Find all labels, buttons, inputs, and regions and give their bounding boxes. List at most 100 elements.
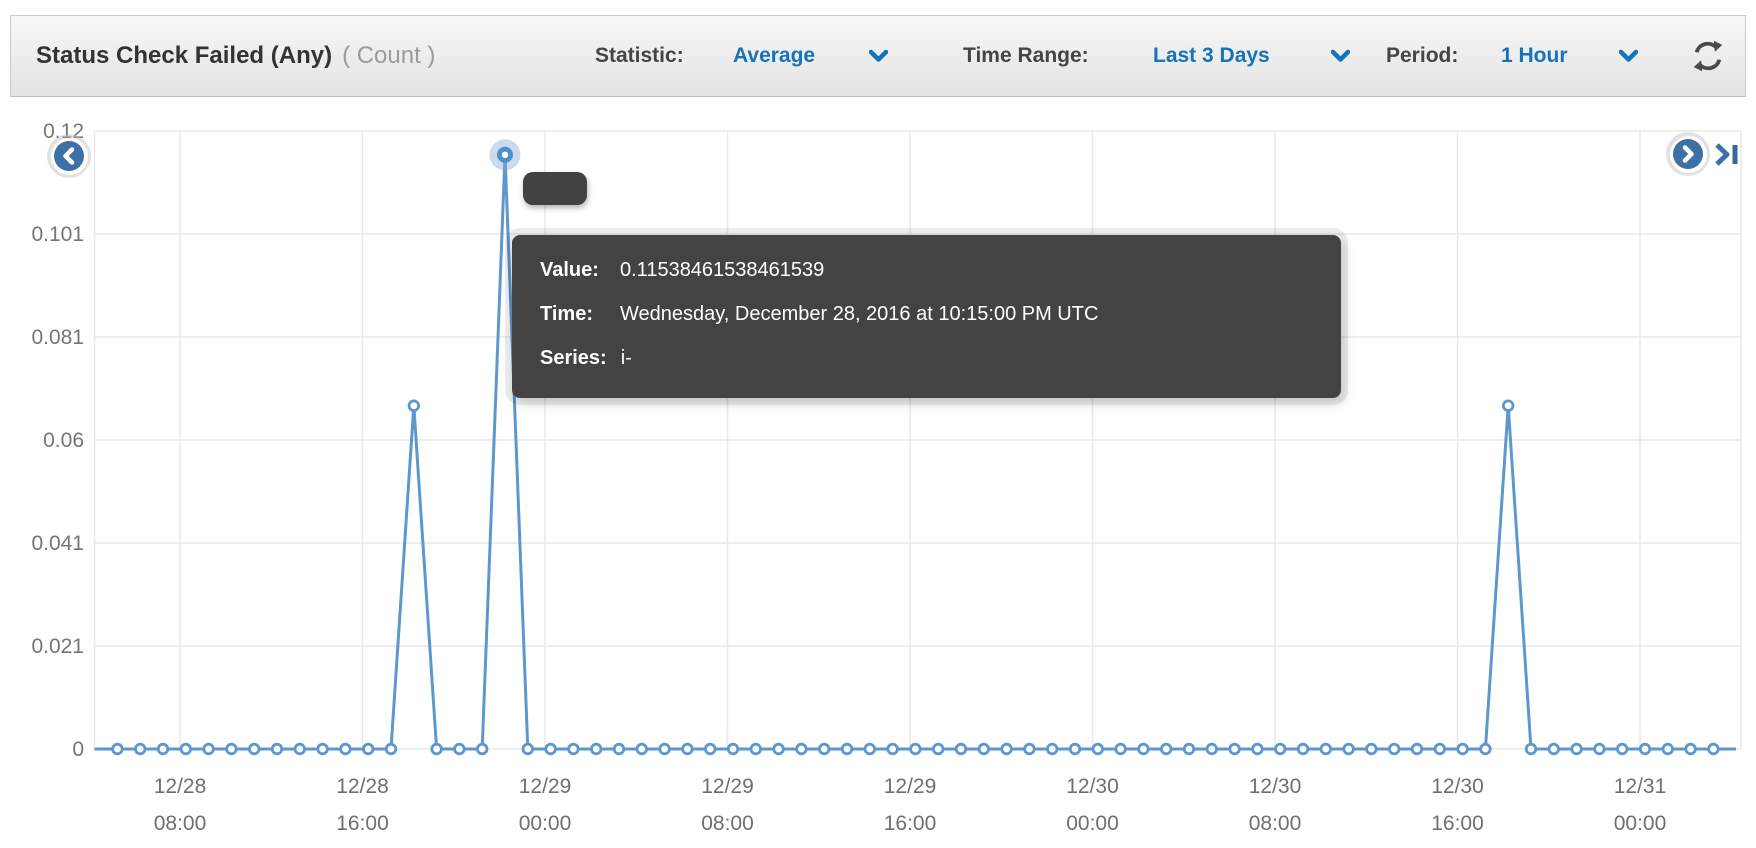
data-point[interactable] xyxy=(795,742,808,756)
data-point[interactable] xyxy=(339,742,352,756)
data-point[interactable] xyxy=(179,742,193,756)
data-point[interactable] xyxy=(704,742,717,756)
data-point[interactable] xyxy=(1159,742,1173,756)
data-point[interactable] xyxy=(202,742,215,756)
tooltip-value: 0.11538461538461539 xyxy=(620,259,825,281)
data-point[interactable] xyxy=(1501,399,1515,412)
data-point[interactable] xyxy=(1387,742,1401,756)
data-point[interactable] xyxy=(1479,742,1492,756)
data-point[interactable] xyxy=(407,399,421,412)
data-point[interactable] xyxy=(384,742,398,756)
data-point[interactable] xyxy=(1342,742,1355,756)
data-point[interactable] xyxy=(726,742,740,756)
data-point[interactable] xyxy=(1205,742,1219,756)
data-point[interactable] xyxy=(567,742,580,756)
statistic-label: Statistic: xyxy=(595,44,684,67)
data-point[interactable] xyxy=(1137,742,1150,756)
data-point[interactable] xyxy=(1068,742,1082,756)
data-point[interactable] xyxy=(293,742,307,756)
data-point[interactable] xyxy=(1684,742,1697,756)
tooltip-value-label: Value: xyxy=(540,259,599,281)
data-point[interactable] xyxy=(1433,742,1447,756)
data-point[interactable] xyxy=(863,742,877,756)
data-point[interactable] xyxy=(1091,742,1105,756)
data-point[interactable] xyxy=(430,742,443,756)
data-point[interactable] xyxy=(1365,742,1378,756)
period-dropdown-value[interactable]: 1 Hour xyxy=(1501,44,1568,67)
x-axis-date-label: 12/29 xyxy=(519,775,572,798)
data-point[interactable] xyxy=(247,742,261,756)
data-point[interactable] xyxy=(1319,742,1333,756)
data-point[interactable] xyxy=(658,742,671,756)
data-point[interactable] xyxy=(1182,742,1196,756)
data-point[interactable] xyxy=(612,742,626,756)
data-point[interactable] xyxy=(840,742,854,756)
refresh-button[interactable] xyxy=(1689,37,1727,75)
x-axis-time-label: 16:00 xyxy=(1431,812,1484,835)
data-point[interactable] xyxy=(932,742,945,756)
data-point[interactable] xyxy=(909,742,922,756)
data-point[interactable] xyxy=(1023,742,1036,756)
y-axis-tick-label: 0.081 xyxy=(31,326,84,349)
y-axis-tick-label: 0.101 xyxy=(31,223,84,246)
statistic-dropdown-value[interactable]: Average xyxy=(733,44,816,67)
data-point[interactable] xyxy=(1273,742,1287,756)
data-point[interactable] xyxy=(1707,742,1720,756)
data-point[interactable] xyxy=(1228,742,1241,756)
data-point[interactable] xyxy=(362,742,375,756)
x-axis-date-label: 12/30 xyxy=(1066,775,1119,798)
data-point[interactable] xyxy=(111,742,124,756)
time-range-dropdown-value[interactable]: Last 3 Days xyxy=(1153,44,1270,67)
data-point[interactable] xyxy=(1638,742,1652,756)
chevron-right-icon xyxy=(1673,139,1703,169)
x-axis-date-label: 12/28 xyxy=(154,775,207,798)
data-point[interactable] xyxy=(1296,742,1310,756)
metric-title-group: Status Check Failed (Any) ( Count ) xyxy=(36,42,435,70)
data-point[interactable] xyxy=(1114,742,1127,756)
data-point[interactable] xyxy=(453,742,466,756)
data-point[interactable] xyxy=(476,742,489,756)
pan-right-button[interactable] xyxy=(1666,132,1710,176)
data-point[interactable] xyxy=(544,742,557,756)
x-axis-date-label: 12/30 xyxy=(1431,775,1484,798)
pan-left-button[interactable] xyxy=(47,134,91,178)
x-axis-time-label: 00:00 xyxy=(1066,812,1119,835)
data-point[interactable] xyxy=(772,742,785,756)
data-point[interactable] xyxy=(818,742,831,756)
chart-header: Status Check Failed (Any) ( Count ) Stat… xyxy=(10,15,1746,97)
data-point[interactable] xyxy=(133,742,147,756)
statistic-chevron-down-icon[interactable] xyxy=(869,49,888,63)
time-range-chevron-down-icon[interactable] xyxy=(1331,49,1350,63)
metric-title: Status Check Failed (Any) xyxy=(36,42,333,69)
data-point[interactable] xyxy=(977,742,991,756)
period-chevron-down-icon[interactable] xyxy=(1619,49,1638,63)
data-point[interactable] xyxy=(270,742,284,756)
data-point[interactable] xyxy=(1456,742,1469,756)
tooltip-series-label: Series: xyxy=(540,347,607,369)
data-point[interactable] xyxy=(1410,742,1424,756)
data-point[interactable] xyxy=(316,742,329,756)
data-point[interactable] xyxy=(954,742,968,756)
data-point[interactable] xyxy=(590,742,603,756)
data-point[interactable] xyxy=(156,742,170,756)
data-point[interactable] xyxy=(1045,742,1059,756)
tooltip-time-label: Time: xyxy=(540,303,593,325)
data-point[interactable] xyxy=(1661,742,1675,756)
data-point[interactable] xyxy=(1570,742,1583,756)
data-point[interactable] xyxy=(749,742,763,756)
chevron-left-icon xyxy=(54,141,84,171)
tooltip-time: Wednesday, December 28, 2016 at 10:15:00… xyxy=(620,303,1099,325)
data-point[interactable] xyxy=(1000,742,1013,756)
data-point[interactable] xyxy=(681,742,694,756)
data-point[interactable] xyxy=(521,742,535,756)
skip-to-latest-button[interactable] xyxy=(1712,142,1742,167)
y-axis-tick-label: 0.021 xyxy=(31,635,84,658)
data-point[interactable] xyxy=(1593,742,1606,756)
data-point[interactable] xyxy=(1524,742,1538,756)
data-point[interactable] xyxy=(225,742,238,756)
data-point[interactable] xyxy=(1547,742,1561,756)
data-point[interactable] xyxy=(886,742,899,756)
data-point[interactable] xyxy=(635,742,649,756)
data-point[interactable] xyxy=(1251,742,1264,756)
data-point[interactable] xyxy=(1615,742,1629,756)
